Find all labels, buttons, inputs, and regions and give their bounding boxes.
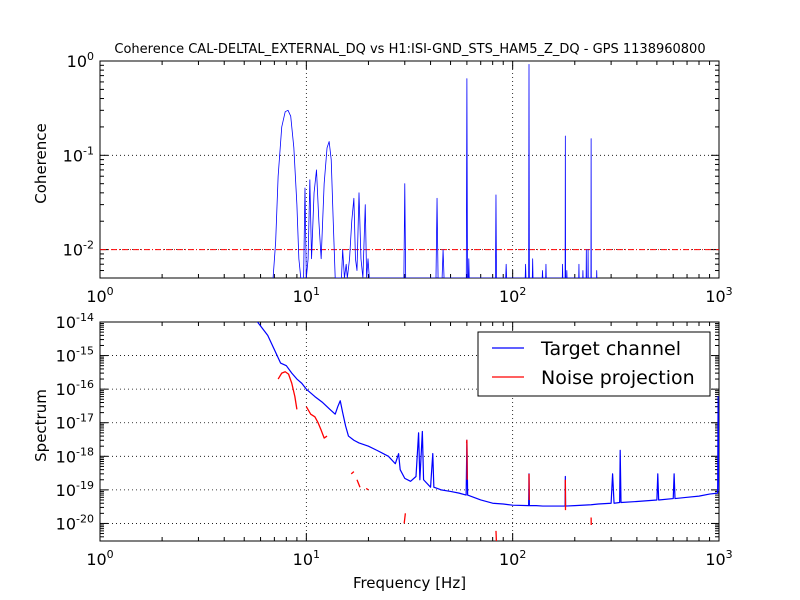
- coherence-y-tick-labels: 10-2 10-1 100: [63, 50, 94, 260]
- coherence-plot-area: [99, 60, 720, 279]
- x-tick-label: 100: [86, 285, 113, 306]
- series-0-line: [272, 64, 598, 278]
- legend-label-noise-projection: Noise projection: [541, 367, 695, 389]
- y-tick-label: 10-15: [56, 345, 94, 366]
- figure-title: Coherence CAL-DELTAL_EXTERNAL_DQ vs H1:I…: [114, 42, 705, 57]
- y-tick-label: 100: [67, 50, 94, 71]
- x-tick-label: 102: [499, 548, 526, 569]
- spectrum-panel: 100 101 102 103 10-2010-1910-1810-1710-1610…: [32, 311, 733, 592]
- x-tick-label: 101: [293, 548, 320, 569]
- coherence-y-axis-label: Coherence: [32, 123, 50, 203]
- y-tick-label: 10-20: [56, 512, 94, 533]
- y-tick-label: 10-16: [56, 378, 94, 399]
- y-tick-label: 10-17: [56, 412, 94, 433]
- coherence-x-tick-labels: 100 101 102 103: [86, 285, 732, 306]
- x-tick-label: 100: [86, 548, 113, 569]
- y-tick-label: 10-14: [56, 311, 94, 332]
- y-tick-label: 10-1: [63, 144, 94, 165]
- x-tick-label: 101: [293, 285, 320, 306]
- coherence-panel: 100 101 102 103 10-2 10-1 100 Coherence: [32, 50, 733, 306]
- spectrum-series: [257, 322, 719, 541]
- coherence-grid: [100, 61, 719, 278]
- x-tick-label: 103: [705, 548, 732, 569]
- coherence-series: [100, 64, 719, 278]
- spectrum-y-tick-labels: 10-20 10-19 10-18 10-17 10-16 10-15 10-14: [56, 311, 94, 533]
- spectrum-minor-ticks: [99, 321, 720, 541]
- x-tick-label: 102: [499, 285, 526, 306]
- spectrum-x-tick-labels: 100 101 102 103: [86, 548, 732, 569]
- y-tick-label: 10-19: [56, 479, 94, 500]
- legend-label-target-channel: Target channel: [540, 338, 681, 360]
- y-tick-label: 10-18: [56, 445, 94, 466]
- noise-projection-line: [277, 371, 592, 541]
- legend: Target channel Noise projection: [477, 331, 711, 397]
- spectrum-y-axis-label: Spectrum: [32, 389, 50, 462]
- target-channel-line: [257, 322, 719, 507]
- legend-box: [477, 331, 711, 397]
- x-tick-label: 103: [705, 285, 732, 306]
- coherence-minor-ticks: [99, 60, 720, 278]
- x-axis-label: Frequency [Hz]: [353, 574, 466, 592]
- y-tick-label: 10-2: [63, 239, 94, 260]
